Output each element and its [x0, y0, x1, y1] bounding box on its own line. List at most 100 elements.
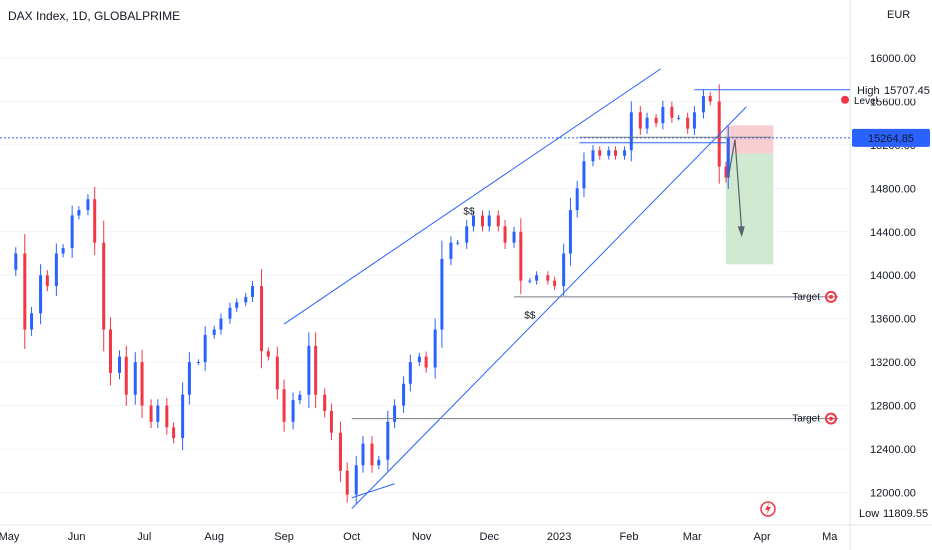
- projection-arrow-head: [737, 226, 745, 238]
- candle-body: [562, 253, 566, 287]
- y-tick-label: 12000.00: [870, 487, 916, 499]
- candle-body: [244, 296, 248, 303]
- take-profit-zone: [725, 153, 774, 265]
- candle-body: [329, 410, 333, 433]
- target-icon: [825, 412, 837, 425]
- candle-body: [701, 96, 705, 113]
- low-tag-bg: [852, 504, 930, 523]
- analysis-labels: 15264.85 High 15707.45 Level Low 11809.55 Targ…: [463, 80, 930, 523]
- candle-body: [487, 215, 491, 227]
- target-label: Target: [792, 292, 820, 303]
- y-tick-label: 12400.00: [870, 444, 916, 456]
- candle-body: [402, 383, 406, 406]
- candle-body: [196, 362, 200, 364]
- candle-body: [124, 356, 128, 395]
- current-price-tag: 15264.85: [868, 133, 914, 145]
- channel-lower-line: [351, 106, 747, 510]
- y-tick-label: 14400.00: [870, 227, 916, 239]
- candle-body: [219, 318, 223, 330]
- candle-body: [546, 275, 550, 281]
- candle-body: [456, 242, 460, 244]
- candle-body: [291, 400, 295, 422]
- lightning-bolt-icon: [765, 503, 771, 515]
- candle-body: [54, 253, 58, 287]
- candle-body: [307, 345, 311, 395]
- candle-body: [266, 351, 270, 357]
- candle-body: [93, 199, 97, 243]
- candle-body: [345, 470, 349, 495]
- candle-body: [108, 329, 112, 373]
- candle-body: [77, 210, 81, 216]
- candle-body: [212, 329, 216, 335]
- candle-body: [45, 275, 49, 287]
- high-value: 15707.45: [884, 85, 930, 97]
- candle-body: [582, 161, 586, 189]
- candle-body: [724, 166, 728, 178]
- x-tick-label: Nov: [412, 531, 432, 543]
- candle-body: [86, 199, 90, 211]
- candle-body: [30, 313, 34, 330]
- y-tick-label: 16000.00: [870, 53, 916, 65]
- candle-body: [140, 362, 144, 406]
- target-icon-center: [829, 294, 833, 299]
- candle-body: [512, 231, 516, 243]
- trade-zones: [725, 125, 774, 265]
- x-tick-label: Jul: [137, 531, 151, 543]
- candle-body: [275, 356, 279, 390]
- candle-body: [449, 242, 453, 259]
- candle-body: [692, 112, 696, 129]
- candle-body: [535, 275, 539, 281]
- candle-body: [598, 150, 602, 156]
- candle-body: [417, 356, 421, 363]
- candle-body: [708, 96, 712, 102]
- candle-body: [181, 394, 185, 439]
- candle-body: [591, 150, 595, 162]
- target-label: Target: [792, 414, 820, 425]
- candle-body: [70, 215, 74, 249]
- candle-body: [553, 280, 557, 287]
- candle-body: [361, 443, 365, 466]
- x-tick-label: Aug: [204, 531, 224, 543]
- liquidity-marker: $$: [463, 206, 475, 217]
- candle-body: [235, 302, 239, 308]
- channel-base-line: [351, 483, 395, 499]
- y-axis: 16000.0015600.0015200.0014800.0014400.00…: [870, 53, 916, 499]
- candle-body: [629, 112, 633, 151]
- x-tick-label: Ma: [822, 531, 838, 543]
- candle-body: [377, 459, 381, 466]
- candle-body: [149, 405, 153, 422]
- candle-body: [323, 394, 327, 411]
- candle-body: [670, 106, 674, 118]
- candle-body: [726, 137, 730, 178]
- candle-body: [471, 215, 475, 227]
- candle-body: [39, 275, 43, 314]
- candle-body: [156, 405, 160, 422]
- level-label: Level: [854, 96, 878, 107]
- candle-body: [503, 226, 507, 243]
- y-tick-label: 14000.00: [870, 270, 916, 282]
- candle-body: [568, 210, 572, 254]
- candle-body: [133, 362, 137, 395]
- x-tick-label: Oct: [343, 531, 360, 543]
- x-tick-label: Dec: [479, 531, 499, 543]
- candle-body: [393, 405, 397, 422]
- low-value: 11809.55: [883, 508, 928, 520]
- candle-body: [408, 362, 412, 384]
- price-candles: [14, 84, 730, 504]
- y-tick-label: 12800.00: [870, 401, 916, 413]
- current-price-tag-bg: [852, 128, 930, 147]
- candle-body: [102, 242, 106, 330]
- candle-body: [23, 253, 27, 330]
- x-axis: May Jun Jul Aug Sep Oct Nov Dec 2023 Feb Mar Apr Ma: [0, 531, 838, 543]
- liquidity-marker: $$: [524, 311, 536, 322]
- candle-body: [496, 215, 500, 227]
- y-tick-label: 14800.00: [870, 183, 916, 195]
- candle-body: [440, 258, 444, 330]
- x-tick-label: May: [0, 531, 20, 543]
- candle-body: [61, 248, 65, 254]
- candle-body: [251, 286, 255, 297]
- candle-body: [607, 150, 611, 156]
- candle-body: [354, 465, 358, 495]
- x-tick-label: 2023: [547, 531, 571, 543]
